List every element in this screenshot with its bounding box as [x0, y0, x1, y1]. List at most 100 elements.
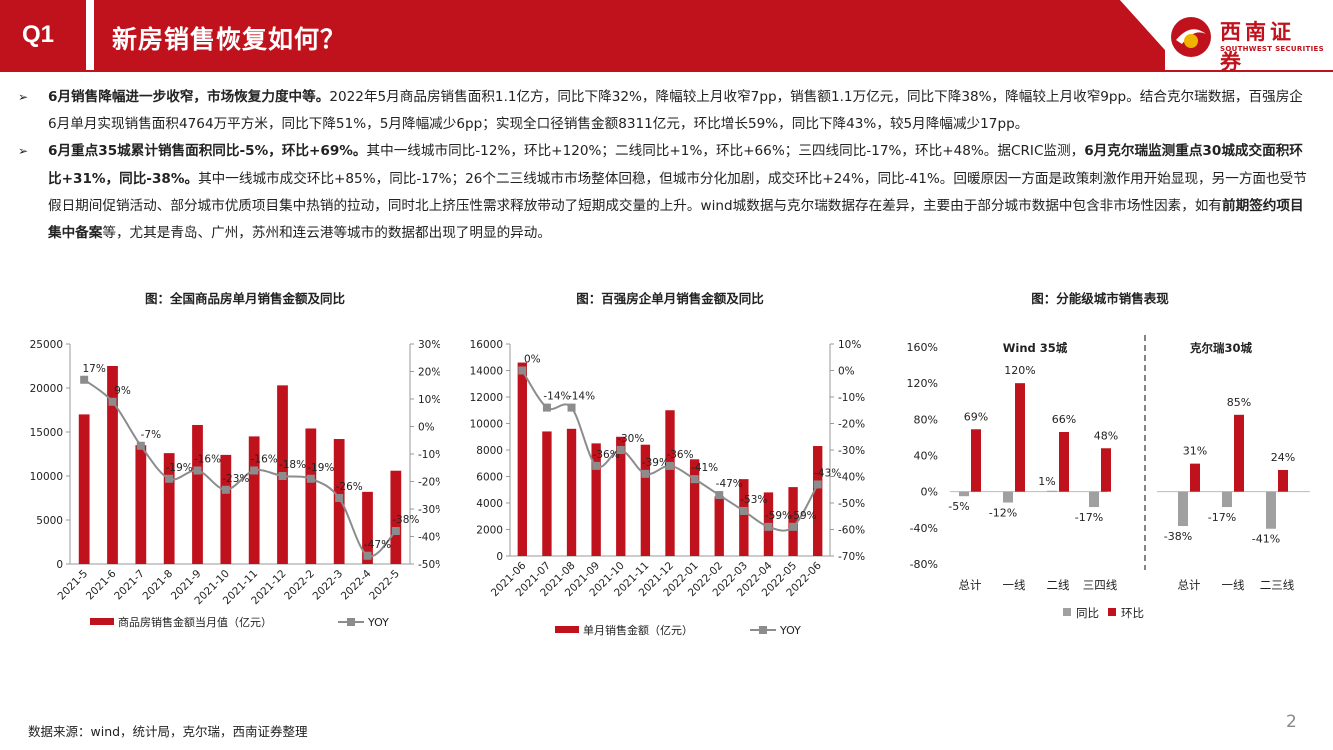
sales-bar	[78, 414, 90, 564]
yoy-label: -14%	[543, 391, 570, 403]
section-divider	[86, 0, 94, 72]
yoy-label: -47%	[364, 539, 391, 551]
x-tick-label: 2022-5	[367, 568, 402, 603]
x-tick-label: 2021-5	[55, 568, 90, 603]
yoy-label: -36%	[593, 449, 620, 461]
yoy-line	[83, 378, 397, 558]
sales-bar	[305, 428, 317, 564]
x-tick-label: 2022-4	[339, 567, 374, 602]
mom-bar	[1190, 463, 1200, 492]
chart-1-title: 图：全国商品房单月销售金额及同比	[144, 291, 345, 306]
bullet-1-text: 2022年5月商品房销售面积1.1亿方，同比下降32%，降幅较上月收窄7pp，销…	[48, 89, 1303, 133]
page-title: 新房销售恢复如何？	[112, 25, 347, 54]
bullet-2-highlight-2: 前期签约项目集中备案	[48, 197, 1304, 242]
yoy-label: -14%	[568, 391, 595, 403]
right-tick-label: 30%	[418, 339, 440, 351]
yoy-bar	[959, 491, 969, 497]
yoy-point	[690, 475, 699, 484]
x-tick-label: 2022-3	[310, 568, 345, 603]
yoy-point	[108, 397, 117, 406]
legend-mom-label: 环比	[1121, 606, 1144, 620]
legend-yoy-swatch	[1063, 608, 1071, 616]
yoy-point	[306, 474, 315, 483]
arrow-bullet-icon: ➢	[18, 90, 29, 104]
sales-bar	[135, 445, 147, 564]
category-label: 总计	[959, 578, 982, 592]
left-tick-label: 10000	[470, 419, 503, 431]
left-tick-label: 10000	[30, 471, 63, 483]
sales-bar	[616, 436, 626, 556]
category-label: 总计	[1178, 578, 1201, 592]
left-tick-label: 25000	[30, 339, 63, 351]
yoy-value-label: -41%	[1252, 533, 1280, 546]
right-tick-label: -30%	[838, 445, 865, 457]
yoy-point	[80, 375, 89, 384]
yoy-point	[165, 474, 174, 483]
yoy-label: -41%	[691, 462, 718, 474]
sales-bar	[665, 410, 675, 556]
group-label-cric: 克尔瑞30城	[1189, 341, 1253, 355]
right-tick-label: -20%	[838, 419, 865, 431]
yoy-point	[592, 461, 601, 470]
sales-bar	[739, 479, 749, 556]
left-tick-label: 2000	[476, 525, 503, 537]
legend-line-marker	[759, 626, 767, 634]
category-label: 一线	[1003, 578, 1026, 592]
bullet-2: ➢ 6月重点35城累计销售面积同比-5%，环比+69%。其中一线城市同比-12%…	[18, 138, 1308, 247]
chart-city-tier: -80% -40% 0% 40% 80% 120% 160% Wind 35城 克尔瑞30城 -5…	[907, 335, 1310, 620]
yoy-label: -16%	[194, 454, 221, 466]
right-tick-label: -20%	[418, 477, 440, 489]
yoy-value-label: -17%	[1075, 511, 1103, 524]
header-banner: Q1 新房销售恢复如何？ 西南证券 SOUTHWEST SECURITIES	[0, 0, 1333, 74]
yoy-label: -43%	[814, 467, 841, 479]
yoy-label: -23%	[222, 473, 249, 485]
yoy-bar	[1222, 491, 1232, 508]
left-tick-label: 16000	[470, 339, 503, 351]
left-tick-label: 0	[56, 559, 63, 571]
right-tick-label: -50%	[418, 559, 440, 571]
yoy-value-label: -17%	[1208, 511, 1236, 524]
y-tick-label: -80%	[910, 558, 938, 571]
yoy-label: 0%	[524, 354, 541, 366]
yoy-point	[715, 491, 724, 500]
y-tick-label: 120%	[907, 377, 938, 390]
left-tick-label: 4000	[476, 498, 503, 510]
page-number: 2	[1286, 712, 1297, 732]
yoy-label: -19%	[307, 462, 334, 474]
yoy-label: -59%	[765, 510, 792, 522]
x-tick-label: 2021-7	[112, 568, 147, 603]
right-tick-label: -60%	[838, 525, 865, 537]
bullet-1: ➢ 6月销售降幅进一步收窄，市场恢复力度中等。2022年5月商品房销售面积1.1…	[18, 84, 1308, 138]
bullet-2-text: 其中一线城市同比-12%，环比+120%；二线同比+1%，环比+66%；三四线同…	[366, 143, 1085, 160]
arrow-bullet-icon: ➢	[18, 144, 29, 159]
chart-2-title: 图：百强房企单月销售金额及同比	[576, 291, 764, 306]
x-tick-label: 2021-6	[84, 567, 119, 602]
yoy-label: -39%	[642, 457, 669, 469]
mom-bar	[1015, 383, 1025, 492]
mom-value-label: 48%	[1094, 429, 1118, 442]
bullet-2-highlight: 6月克尔瑞监测重点30城成交面积环比+31%，同比-38%。	[48, 143, 1303, 187]
mom-bar	[1101, 448, 1111, 492]
legend-line-label: YOY	[779, 624, 801, 637]
bullet-2-text-3: 等，尤其是青岛、广州，苏州和连云港等城市的数据都出现了明显的异动。	[102, 225, 551, 242]
mom-value-label: 120%	[1004, 364, 1035, 377]
yoy-label: 9%	[114, 385, 131, 397]
yoy-point	[666, 461, 674, 470]
chart-national-sales: 0 5000 10000 15000 20000 25000 -50% -40% -30% -20…	[30, 339, 440, 629]
y-tick-label: 0%	[921, 486, 938, 499]
sales-bar	[192, 424, 203, 564]
sales-bar	[689, 459, 700, 556]
yoy-point	[391, 527, 400, 535]
company-logo: 西南证券 SOUTHWEST SECURITIES	[1168, 14, 1324, 74]
yoy-label: -38%	[392, 514, 419, 526]
left-tick-label: 0	[496, 551, 503, 563]
bullet-1-heading: 6月销售降幅进一步收窄，市场恢复力度中等。	[48, 89, 330, 105]
right-tick-label: 20%	[418, 367, 440, 379]
category-label: 一线	[1222, 578, 1245, 592]
yoy-bar	[1089, 491, 1099, 508]
title-band	[0, 0, 1165, 72]
sales-bar	[517, 362, 527, 556]
mom-value-label: 66%	[1052, 413, 1076, 426]
yoy-label: -26%	[336, 481, 363, 493]
left-tick-label: 5000	[36, 515, 63, 527]
